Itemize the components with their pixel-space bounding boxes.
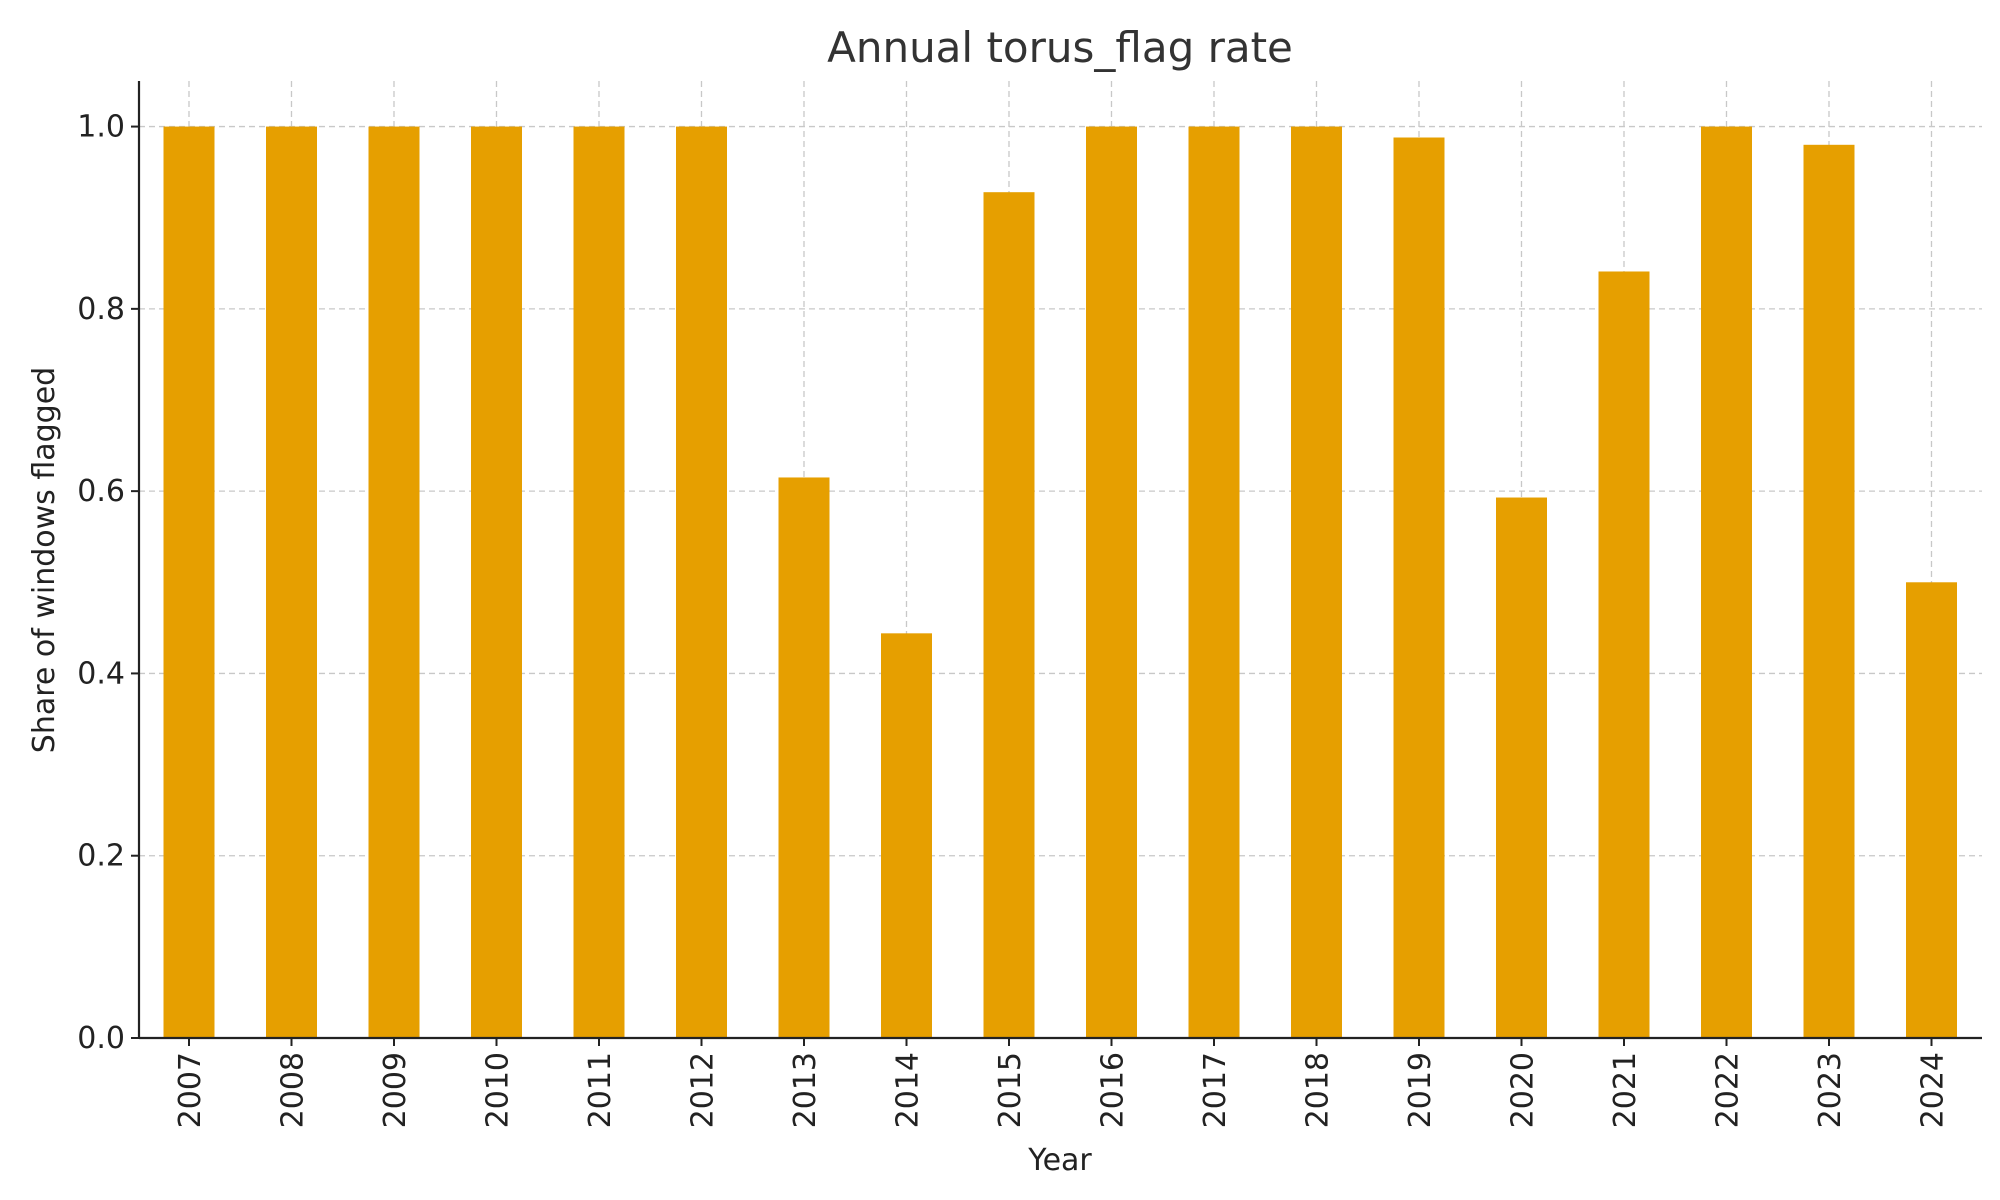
y-axis-label: Share of windows flagged: [27, 367, 62, 753]
bar-layer: [163, 126, 1957, 1039]
bar-2021: [1598, 271, 1650, 1038]
x-tick-label: 2023: [1813, 1052, 1848, 1128]
bar-2015: [983, 192, 1035, 1039]
x-tick-label: 2024: [1916, 1052, 1951, 1128]
x-tick-label: 2017: [1198, 1052, 1233, 1128]
bar-2008: [266, 126, 317, 1039]
x-tick-label: 2013: [788, 1052, 823, 1128]
x-tick-label: 2022: [1711, 1052, 1746, 1128]
x-tick-label: 2015: [993, 1052, 1028, 1128]
bar-2017: [1188, 126, 1240, 1039]
y-tick-label: 1.0: [77, 110, 125, 145]
bar-2010: [471, 126, 522, 1039]
bar-2007: [163, 126, 215, 1039]
x-tick-label: 2016: [1096, 1052, 1131, 1128]
x-tick-label: 2012: [686, 1052, 721, 1128]
x-tick-label: 2018: [1301, 1052, 1336, 1128]
x-tick-label: 2020: [1506, 1052, 1541, 1128]
bar-2022: [1701, 126, 1752, 1039]
bar-2020: [1496, 497, 1547, 1039]
bar-2014: [881, 633, 932, 1038]
axis-layer: [137, 81, 1982, 1040]
x-tick-label: 2007: [173, 1052, 208, 1128]
bar-2024: [1906, 582, 1957, 1038]
x-tick-label: 2008: [276, 1052, 311, 1128]
bar-2011: [573, 126, 625, 1039]
x-tick-label: 2011: [583, 1052, 618, 1128]
y-tick-label: 0.4: [77, 656, 125, 691]
y-tick-label: 0.0: [77, 1021, 125, 1056]
bar-2019: [1393, 137, 1445, 1039]
x-axis-label: Year: [1027, 1143, 1092, 1178]
x-tick-label: 2014: [891, 1052, 926, 1128]
x-tick-label: 2009: [378, 1052, 413, 1128]
y-tick-label: 0.6: [77, 474, 125, 509]
y-tick-label: 0.8: [77, 292, 125, 327]
chart-title: Annual torus_flag rate: [827, 23, 1293, 72]
bar-2009: [368, 126, 420, 1039]
bar-2012: [676, 126, 727, 1039]
bar-2016: [1086, 126, 1137, 1039]
tick-layer: 0.0 0.2 0.4 0.6 0.8 1.0 2007 2008 2009 2010 2011 20…: [77, 110, 1950, 1129]
bar-2018: [1291, 126, 1342, 1039]
bar-2013: [778, 477, 830, 1038]
x-tick-label: 2021: [1608, 1052, 1643, 1128]
y-tick-label: 0.2: [77, 839, 125, 874]
x-tick-label: 2019: [1403, 1052, 1438, 1128]
bar-2023: [1803, 144, 1855, 1039]
x-tick-label: 2010: [481, 1052, 516, 1128]
